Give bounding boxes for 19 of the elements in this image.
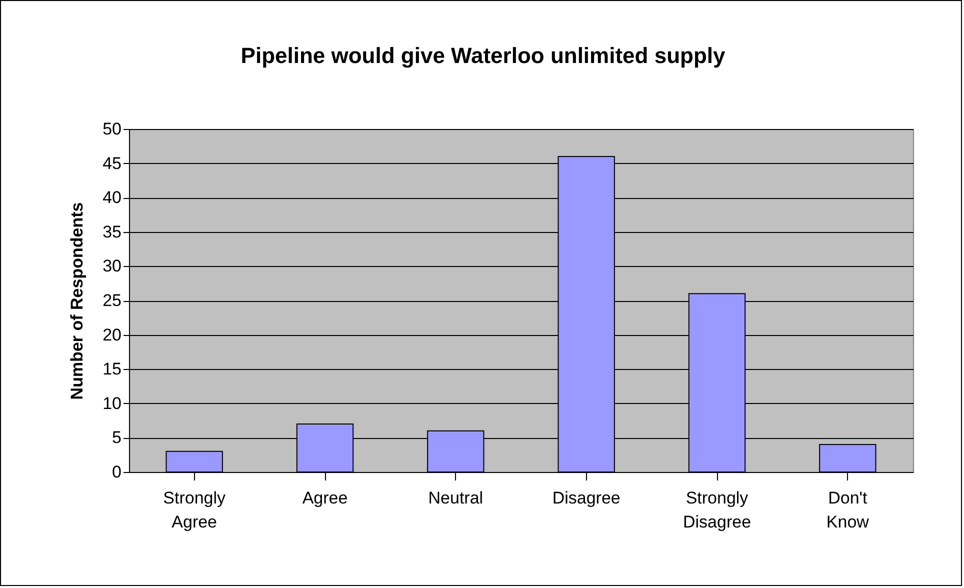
y-tick-label: 35 — [102, 222, 122, 242]
chart-title: Pipeline would give Waterloo unlimited supply — [240, 43, 726, 68]
x-tick-label: Don't Know — [826, 488, 870, 532]
y-tick-label: 0 — [112, 462, 122, 482]
x-tick-label: Strongly Agree — [163, 488, 226, 532]
y-axis-title: Number of Respondents — [68, 202, 87, 400]
x-tick-label: Neutral — [428, 488, 484, 508]
x-tick-label: Strongly Disagree — [682, 488, 752, 532]
y-tick-label: 45 — [102, 154, 122, 173]
y-tick-label: 10 — [102, 394, 122, 413]
x-tick-label: Agree — [302, 488, 348, 508]
x-tick-label: Disagree — [552, 488, 620, 508]
y-tick-label: 15 — [102, 360, 122, 379]
y-tick-label: 25 — [102, 291, 122, 310]
y-tick-label: 40 — [102, 188, 122, 208]
y-tick-label: 5 — [112, 428, 122, 448]
y-tick-label: 50 — [102, 120, 122, 138]
y-tick-label: 30 — [102, 256, 122, 276]
y-tick-label: 20 — [102, 325, 122, 344]
